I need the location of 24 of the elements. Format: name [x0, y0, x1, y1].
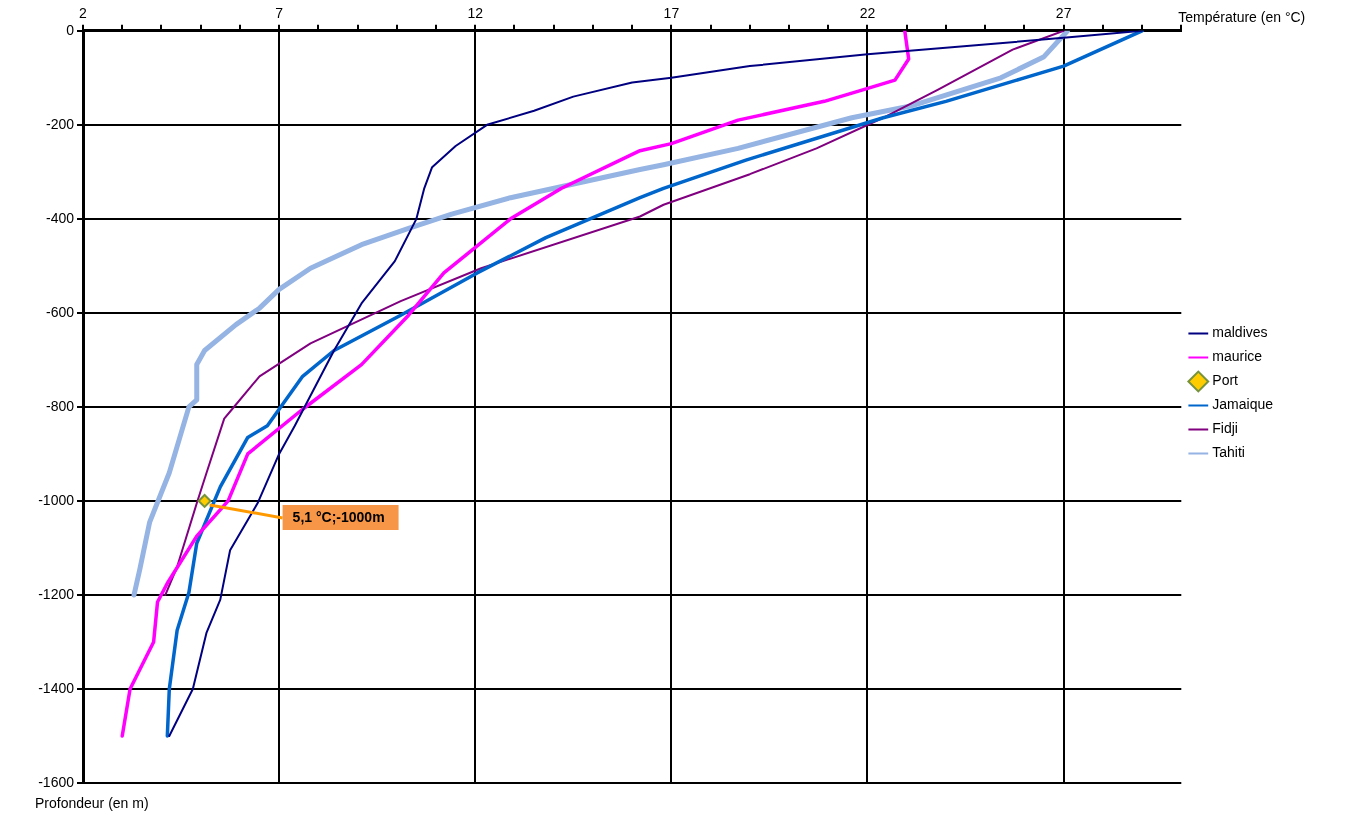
- x-tick-label: 22: [859, 5, 876, 22]
- x-tick-label: 12: [467, 5, 484, 22]
- y-axis-title: Profondeur (en m): [35, 795, 149, 811]
- x-axis-title: Température (en °C): [1178, 8, 1306, 25]
- legend-label: Tahiti: [1212, 444, 1245, 461]
- y-tick-label: 0: [66, 21, 75, 38]
- annotation: 5,1 °C;-1000m: [292, 508, 385, 525]
- y-tick-label: -1600: [38, 773, 75, 790]
- y-tick-label: -1200: [38, 585, 75, 602]
- legend-label: Port: [1212, 372, 1239, 389]
- legend-label: maldives: [1212, 324, 1268, 341]
- y-tick-label: -200: [45, 115, 75, 132]
- y-tick-label: -1400: [38, 679, 75, 696]
- legend-label: maurice: [1212, 348, 1263, 365]
- x-tick-label: 27: [1055, 5, 1072, 22]
- x-tick-label: 7: [275, 5, 284, 22]
- x-tick-label: 17: [663, 5, 680, 22]
- y-tick-label: -400: [45, 209, 75, 226]
- legend-label: Jamaique: [1212, 396, 1274, 413]
- y-tick-label: -800: [45, 397, 75, 414]
- x-tick-label: 2: [79, 5, 88, 22]
- y-tick-label: -600: [45, 303, 75, 320]
- legend-label: Fidji: [1212, 420, 1238, 437]
- y-tick-label: -1000: [38, 491, 75, 508]
